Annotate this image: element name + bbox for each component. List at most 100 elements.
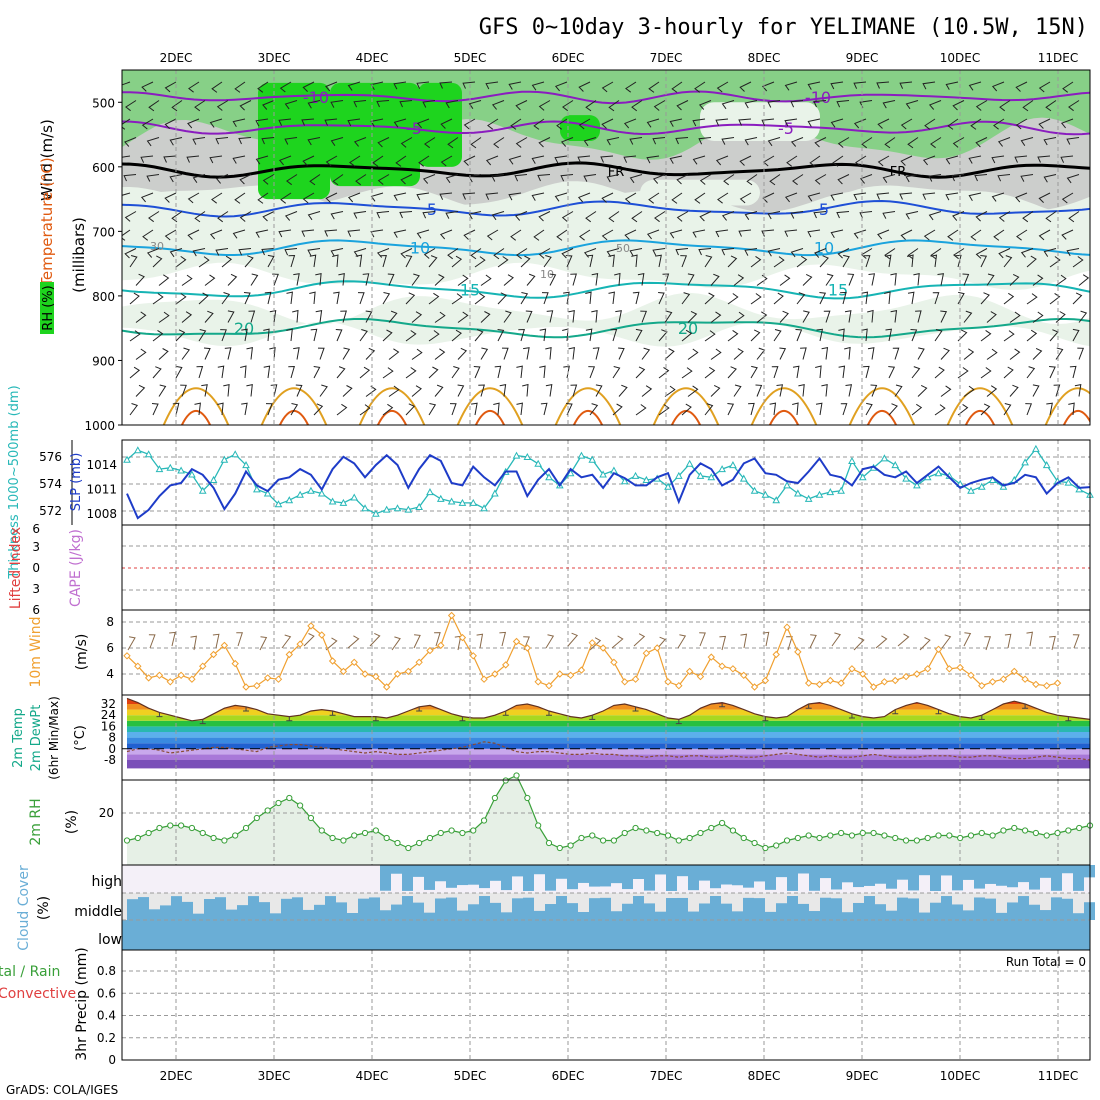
rh2m-point: [426, 834, 434, 842]
wind-barb: [836, 211, 850, 219]
wind-barb: [169, 248, 183, 258]
wind-barb: [727, 366, 737, 379]
cloud-high-cell: [1040, 865, 1051, 878]
wind-barb: [692, 229, 706, 238]
cloud-high-cell: [424, 865, 435, 890]
wind-barb: [727, 293, 739, 305]
wind-barb: [578, 118, 591, 130]
wind-barb: [164, 118, 177, 129]
wind-barb: [562, 100, 574, 112]
bottom-date-label: 8DEC: [748, 1069, 781, 1083]
wind-barb: [164, 81, 177, 93]
cloud-middle-cell: [600, 897, 611, 920]
wind-barb: [307, 137, 321, 146]
pressure-tick-label: 1000: [84, 419, 115, 433]
top-date-label: 4DEC: [356, 51, 389, 65]
wind-barb: [845, 384, 853, 397]
wind-barb: [975, 137, 988, 148]
wind-barb: [980, 403, 991, 416]
pressure-axis-label: (millibars): [70, 217, 88, 293]
wind-barb: [280, 192, 292, 204]
wind-barb: [463, 118, 476, 130]
wind-barb: [523, 347, 530, 360]
pressure-tick-label: 500: [92, 96, 115, 110]
wind-barb: [945, 192, 959, 201]
isotherm-6: [122, 280, 1090, 300]
hot-contour-1: [180, 409, 212, 425]
wind-barb: [704, 403, 714, 416]
thickness-point: [436, 494, 445, 502]
rh2m-point: [783, 837, 791, 844]
isotherm-label-7-1: 20: [234, 319, 254, 338]
thickness-point: [631, 471, 640, 479]
cloud-middle-cell: [732, 911, 743, 920]
wind-barb: [422, 174, 436, 184]
wind-barb: [439, 192, 453, 200]
wind10m-point: [750, 683, 759, 691]
isotherm-label-3-1: FR: [608, 165, 625, 180]
thickness-point: [674, 471, 683, 479]
thickness-point: [620, 477, 629, 485]
wind-barb: [975, 248, 988, 259]
warm-contour-8: [848, 387, 916, 425]
wind-barb: [370, 118, 384, 127]
wind-barb: [652, 248, 666, 256]
wind10m-point: [166, 678, 174, 686]
wind-barb: [510, 118, 522, 130]
rh2m-point: [405, 844, 412, 852]
wind-barb: [1020, 174, 1034, 182]
cloud-high-cell: [1029, 865, 1040, 890]
wind-barb: [825, 273, 834, 286]
wind-barb: [288, 365, 295, 379]
wind-barb: [508, 192, 522, 201]
wind-barb: [405, 292, 416, 305]
thickness-point: [307, 486, 315, 494]
wind-barb: [975, 211, 988, 222]
cloud-high-cell: [1062, 865, 1073, 874]
wind-barb: [319, 384, 328, 397]
wind-barb: [122, 155, 131, 158]
wind-barb: [1055, 347, 1064, 360]
wind-barb: [520, 292, 529, 305]
thickness-point: [512, 451, 521, 459]
wind10m-barb: [831, 632, 842, 647]
cloud-middle-cell: [699, 903, 710, 920]
wind-barb: [561, 211, 574, 222]
wind-barb: [940, 310, 948, 323]
wind-barb: [1020, 137, 1034, 146]
wind-barb: [767, 211, 781, 220]
wind-barb: [733, 274, 745, 286]
temp-minmax-bar: [156, 712, 163, 718]
top-date-label: 9DEC: [846, 51, 879, 65]
wind-barb: [838, 365, 846, 379]
wind10m-point: [307, 622, 315, 630]
wind-barb: [192, 137, 206, 145]
pressure-tick-label: 700: [92, 225, 115, 239]
temp-minmax-bar: [329, 711, 336, 716]
precip-total-rain-label: tal / Rain: [0, 964, 60, 980]
warm-contour-10: [1044, 387, 1090, 425]
wind-barb: [393, 81, 407, 90]
wind-barb: [807, 81, 821, 90]
wind-barb: [957, 291, 965, 305]
wind-barb: [485, 155, 499, 166]
rh2m-point: [729, 827, 737, 834]
wind-barb: [836, 100, 850, 108]
wind-barb: [554, 155, 568, 164]
wind-barb: [423, 248, 436, 259]
hot-contour-8: [866, 409, 898, 425]
wind-barb: [1014, 155, 1028, 163]
wind-barb: [377, 174, 390, 185]
wind10m-barb: [476, 633, 484, 649]
cloud-middle-cell: [193, 913, 204, 920]
run-total: Run Total = 0: [1006, 955, 1086, 969]
wind-barb: [578, 81, 591, 92]
wind-barb: [135, 311, 147, 323]
wind-barb: [928, 100, 942, 110]
cloud-low-fill: [122, 920, 1090, 950]
thickness-point: [404, 505, 413, 513]
thickness-point: [480, 504, 488, 512]
temp-minmax-bar: [805, 704, 812, 709]
wind10m-point: [815, 680, 824, 689]
